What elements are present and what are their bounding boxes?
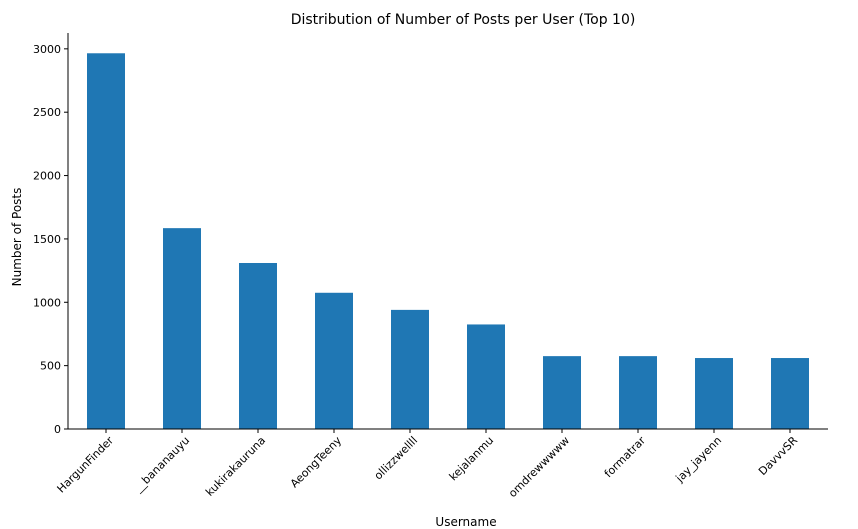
x-tick-label: __bananauyu (131, 434, 192, 495)
x-tick-label: jay_jayenn (673, 434, 725, 486)
y-axis-label: Number of Posts (10, 188, 24, 287)
bar (391, 309, 429, 429)
y-tick-label: 0 (54, 423, 61, 436)
y-tick-label: 2000 (33, 170, 61, 183)
x-tick-label: omdrewwwww (506, 434, 572, 500)
bar (239, 262, 277, 429)
x-tick-label: kejalanmu (447, 434, 496, 483)
y-tick-label: 500 (40, 360, 61, 373)
bar (543, 356, 581, 429)
y-tick-label: 1500 (33, 233, 61, 246)
bar (619, 356, 657, 429)
x-tick-label: DavvvSR (756, 434, 800, 478)
x-tick-label: HargunFinder (55, 434, 117, 496)
bar (467, 324, 505, 429)
y-tick-label: 2500 (33, 106, 61, 119)
x-tick-label: ollizzwellll (372, 434, 420, 482)
bar (315, 292, 353, 429)
chart-title: Distribution of Number of Posts per User… (291, 12, 636, 28)
bar (695, 358, 733, 429)
y-tick-label: 3000 (33, 43, 61, 56)
bar (163, 228, 201, 429)
x-tick-label: kukirakauruna (203, 434, 268, 499)
bar (87, 53, 125, 429)
y-axis: 0 500 1000 1500 2000 2500 3000 (33, 43, 68, 436)
x-axis: HargunFinder __bananauyu kukirakauruna Aeon… (55, 429, 800, 500)
x-tick-label: AeongTeeny (288, 434, 345, 491)
y-tick-label: 1000 (33, 296, 61, 309)
bars-group (87, 53, 809, 429)
x-tick-label: formatrar (602, 434, 649, 481)
x-axis-label: Username (435, 515, 496, 529)
bar (771, 358, 809, 429)
